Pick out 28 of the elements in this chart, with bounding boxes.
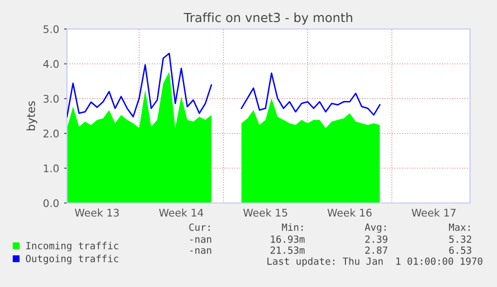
y-tick-label: 3.0 — [44, 94, 59, 103]
text: Avg: — [364, 224, 386, 233]
text: -nan — [190, 237, 212, 243]
chart-title: Traffic on vnet3 - by month — [184, 12, 352, 25]
text: Min: — [282, 223, 303, 231]
y-axis-title: bytes — [26, 101, 38, 130]
legend-label: Incoming traffic — [26, 242, 118, 252]
x-tick-label: Week 13 — [74, 208, 119, 217]
y-tick-label: 4.0 — [43, 60, 59, 68]
text: -nan — [190, 248, 212, 254]
text: 2.87 — [365, 246, 388, 254]
x-tick-label: Week 17 — [412, 208, 456, 217]
x-tick-label: Week 14 — [159, 208, 204, 217]
x-tick-label: Week 16 — [327, 208, 372, 217]
text: 16.93m — [271, 235, 305, 243]
text: 5.32 — [449, 235, 472, 243]
text: Cur: — [189, 223, 210, 231]
text: Last update: Thu Jan 1 01:00:00 1970 — [267, 257, 482, 267]
y-tick-label: 1.0 — [44, 164, 59, 172]
text: 21.53m — [270, 246, 305, 254]
x-tick-label: Week 15 — [243, 208, 288, 217]
text: Max: — [448, 224, 470, 231]
y-tick-label: 2.0 — [44, 130, 59, 138]
y-tick-label: 0.0 — [43, 199, 59, 208]
text: 2.39 — [365, 235, 388, 243]
y-tick-label: 5.0 — [44, 25, 59, 34]
legend-label: Outgoing traffic — [26, 254, 118, 264]
text: 6.53 — [449, 246, 472, 254]
